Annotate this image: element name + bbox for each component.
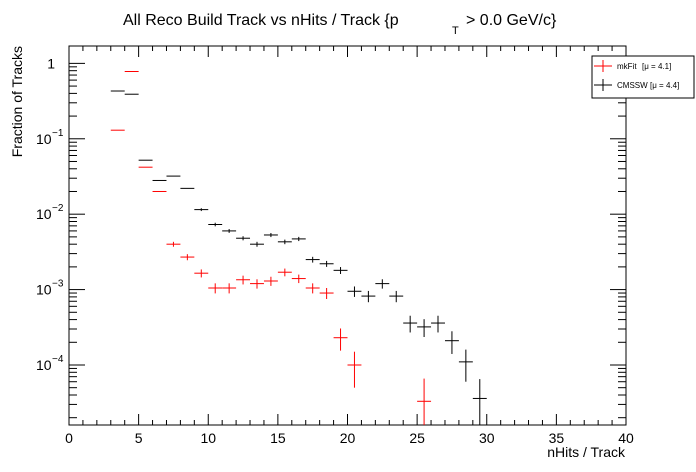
y-tick-label: 1 <box>47 55 55 71</box>
x-axis-tick-labels: 0 5 10 15 20 25 30 35 40 <box>65 430 634 446</box>
chart-title: All Reco Build Track vs nHits / Track {p… <box>123 12 557 37</box>
legend-box <box>591 55 695 99</box>
x-tick-label: 25 <box>409 430 425 446</box>
x-tick-label: 35 <box>549 430 565 446</box>
series-cmssw <box>110 90 487 425</box>
x-tick-label: 10 <box>200 430 216 446</box>
title-main: All Reco Build Track vs nHits / Track {p <box>123 12 399 29</box>
y-tick-label: 10 <box>36 282 52 298</box>
x-axis-label: nHits / Track <box>547 444 626 460</box>
y-tick-exponent: −1 <box>52 128 64 139</box>
y-tick-exponent: −3 <box>52 279 64 290</box>
x-axis-ticks <box>68 46 627 425</box>
legend-mean-mkfit: [μ = 4.1] <box>642 62 671 71</box>
legend-entry-cmssw: CMSSW [μ = 4.4] <box>594 79 679 91</box>
x-tick-label: 30 <box>479 430 495 446</box>
y-tick-exponent: −2 <box>52 203 64 214</box>
y-tick-label: 10 <box>36 206 52 222</box>
legend: mkFit [μ = 4.1] CMSSW [μ = 4.4] <box>591 55 695 99</box>
y-tick-exponent: −4 <box>52 354 64 365</box>
x-tick-label: 20 <box>340 430 356 446</box>
legend-entry-mkfit: mkFit [μ = 4.1] <box>594 60 671 72</box>
x-tick-label: 0 <box>65 430 73 446</box>
x-tick-label: 5 <box>135 430 143 446</box>
x-tick-label: 15 <box>270 430 286 446</box>
y-tick-label: 10 <box>36 131 52 147</box>
title-subscript: T <box>452 25 459 37</box>
legend-label-mkfit: mkFit <box>617 62 637 71</box>
series-layer <box>110 71 487 425</box>
y-tick-label: 10 <box>36 357 52 373</box>
x-tick-label: 40 <box>618 430 634 446</box>
series-mkfit <box>110 71 432 425</box>
y-axis-label: Fraction of Tracks <box>9 46 25 157</box>
y-axis-tick-labels: 110−110−210−310−4 <box>36 55 64 373</box>
legend-mean-cmssw: [μ = 4.4] <box>650 81 679 90</box>
legend-label-cmssw: CMSSW <box>617 81 648 90</box>
title-tail: > 0.0 GeV/c} <box>466 12 557 29</box>
